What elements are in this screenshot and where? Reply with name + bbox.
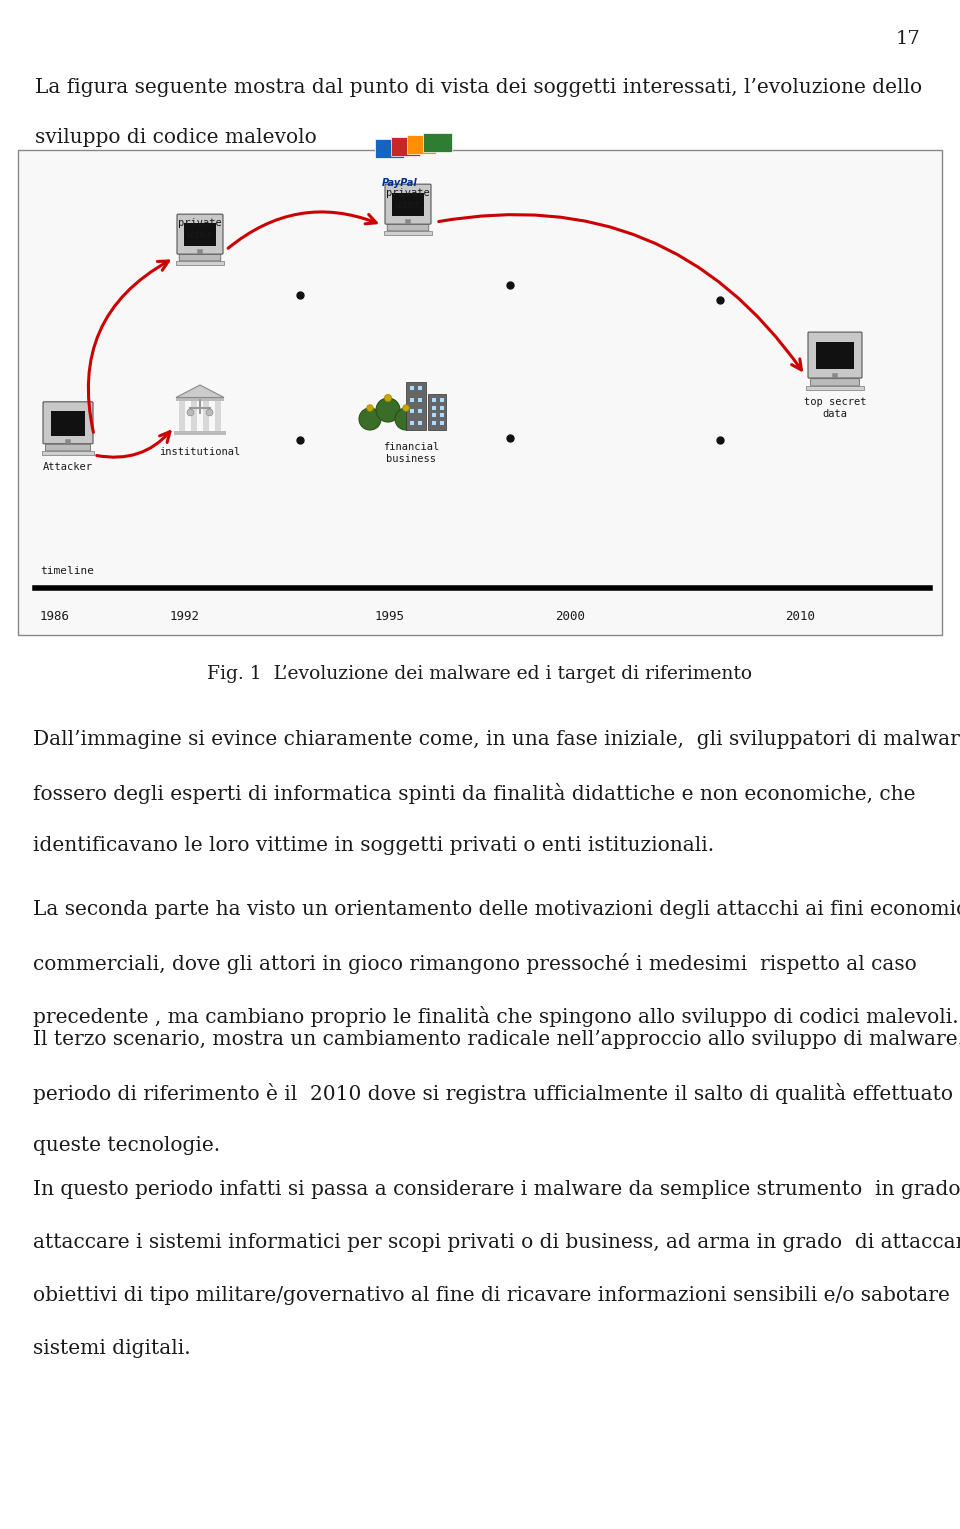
Circle shape <box>359 408 381 430</box>
Circle shape <box>395 408 417 430</box>
FancyBboxPatch shape <box>385 183 431 225</box>
Bar <box>215 401 221 431</box>
Text: La figura seguente mostra dal punto di vista dei soggetti interessati, l’evoluzi: La figura seguente mostra dal punto di v… <box>35 78 923 96</box>
FancyBboxPatch shape <box>43 402 93 443</box>
Bar <box>51 411 85 436</box>
Bar <box>174 431 227 434</box>
Bar <box>176 398 224 401</box>
Text: 1992: 1992 <box>170 610 200 622</box>
Bar <box>384 231 432 234</box>
Bar <box>432 413 436 417</box>
Text: fossero degli esperti di informatica spinti da finalità didattiche e non economi: fossero degli esperti di informatica spi… <box>33 783 916 804</box>
Bar <box>410 385 414 390</box>
Bar <box>432 420 436 425</box>
Text: PayPal: PayPal <box>382 177 418 188</box>
Bar <box>806 387 864 390</box>
FancyBboxPatch shape <box>810 379 859 385</box>
FancyBboxPatch shape <box>387 225 429 231</box>
Text: sistemi digitali.: sistemi digitali. <box>33 1339 191 1358</box>
Text: periodo di riferimento è il  2010 dove si registra ufficialmente il salto di qua: periodo di riferimento è il 2010 dove si… <box>33 1083 960 1104</box>
Polygon shape <box>176 385 224 398</box>
Text: identificavano le loro vittime in soggetti privati o enti istituzionali.: identificavano le loro vittime in sogget… <box>33 836 714 855</box>
Bar <box>816 342 853 368</box>
Text: private
user: private user <box>179 219 222 240</box>
Bar <box>440 398 444 402</box>
Text: sviluppo di codice malevolo: sviluppo di codice malevolo <box>35 128 317 147</box>
Circle shape <box>206 410 213 416</box>
Text: queste tecnologie.: queste tecnologie. <box>33 1136 220 1154</box>
Bar <box>440 420 444 425</box>
FancyBboxPatch shape <box>407 136 437 154</box>
Bar <box>176 261 225 265</box>
Text: 17: 17 <box>896 31 920 47</box>
Bar <box>406 382 426 430</box>
Text: Attacker: Attacker <box>43 462 93 472</box>
Text: commerciali, dove gli attori in gioco rimangono pressoché i medesimi  rispetto a: commerciali, dove gli attori in gioco ri… <box>33 953 917 974</box>
Text: Dall’immagine si evince chiaramente come, in una fase iniziale,  gli sviluppator: Dall’immagine si evince chiaramente come… <box>33 729 960 749</box>
Bar <box>418 410 422 413</box>
FancyBboxPatch shape <box>392 138 420 156</box>
Text: Fig. 1  L’evoluzione dei malware ed i target di riferimento: Fig. 1 L’evoluzione dei malware ed i tar… <box>207 665 753 683</box>
Circle shape <box>402 405 409 411</box>
Circle shape <box>376 398 400 422</box>
FancyBboxPatch shape <box>808 332 862 378</box>
Bar <box>191 401 197 431</box>
Bar <box>418 398 422 402</box>
Bar <box>410 420 414 425</box>
Circle shape <box>187 410 194 416</box>
Text: private
user: private user <box>386 188 430 209</box>
Bar <box>18 150 942 635</box>
Text: 2010: 2010 <box>785 610 815 622</box>
Bar <box>432 398 436 402</box>
Bar <box>179 401 184 431</box>
FancyBboxPatch shape <box>45 445 90 451</box>
Text: obiettivi di tipo militare/governativo al fine di ricavare informazioni sensibil: obiettivi di tipo militare/governativo a… <box>33 1286 949 1304</box>
FancyBboxPatch shape <box>180 254 221 261</box>
FancyBboxPatch shape <box>177 214 223 254</box>
Text: La seconda parte ha visto un orientamento delle motivazioni degli attacchi ai fi: La seconda parte ha visto un orientament… <box>33 901 960 919</box>
Bar <box>440 413 444 417</box>
Text: 1986: 1986 <box>40 610 70 622</box>
Text: financial
business: financial business <box>383 442 439 463</box>
Text: precedente , ma cambiano proprio le finalità che spingono allo sviluppo di codic: precedente , ma cambiano proprio le fina… <box>33 1006 959 1027</box>
Circle shape <box>384 394 392 402</box>
Text: Il terzo scenario, mostra un cambiamento radicale nell’approccio allo sviluppo d: Il terzo scenario, mostra un cambiamento… <box>33 1031 960 1049</box>
Text: attaccare i sistemi informatici per scopi privati o di business, ad arma in grad: attaccare i sistemi informatici per scop… <box>33 1232 960 1252</box>
Text: 1995: 1995 <box>375 610 405 622</box>
Bar <box>440 405 444 410</box>
Bar <box>184 223 216 246</box>
FancyBboxPatch shape <box>423 133 452 153</box>
Text: top secret
data: top secret data <box>804 398 866 419</box>
Bar <box>410 410 414 413</box>
Bar <box>432 405 436 410</box>
Bar <box>41 451 94 454</box>
Text: In questo periodo infatti si passa a considerare i malware da semplice strumento: In questo periodo infatti si passa a con… <box>33 1180 960 1199</box>
Bar <box>418 420 422 425</box>
Bar <box>410 398 414 402</box>
Circle shape <box>367 405 373 411</box>
Text: timeline: timeline <box>40 566 94 576</box>
Bar <box>428 394 446 430</box>
Bar <box>204 401 209 431</box>
Text: institutional: institutional <box>159 446 241 457</box>
Text: 2000: 2000 <box>555 610 585 622</box>
FancyBboxPatch shape <box>375 139 404 159</box>
Bar <box>393 193 424 216</box>
Bar <box>418 385 422 390</box>
